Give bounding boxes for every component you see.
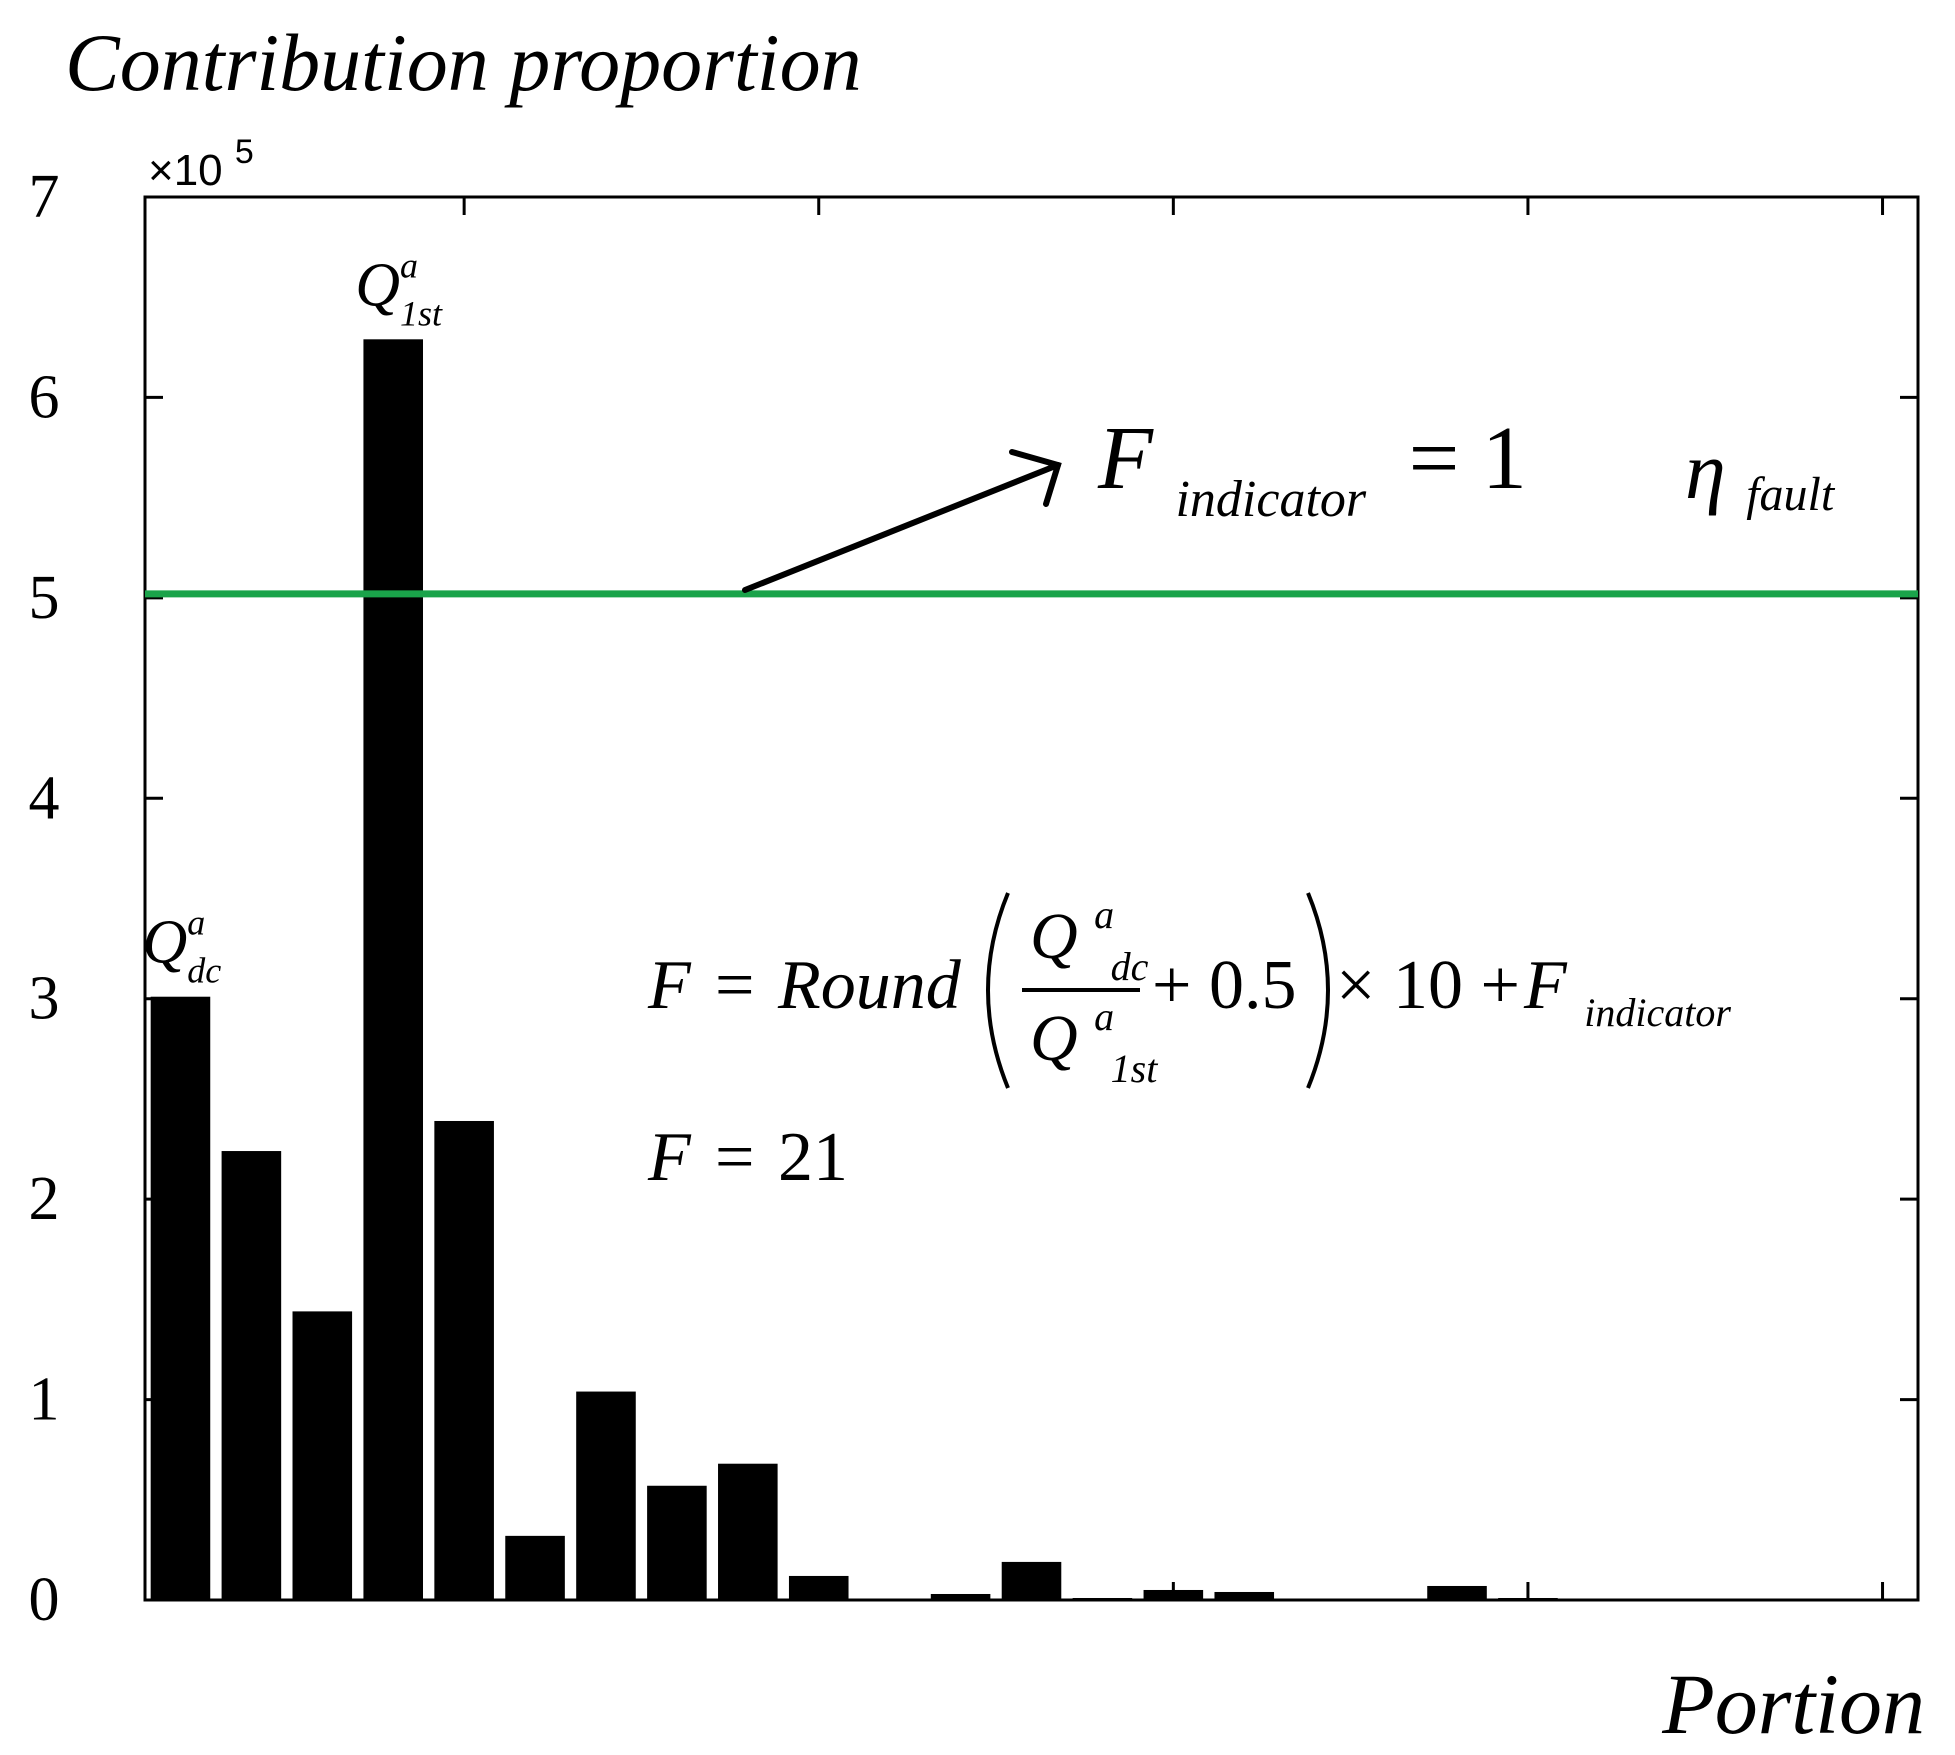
fault-formula: F = Round Q a dc Q a 1st + 0.5 × 10 + F … <box>647 870 1731 1091</box>
bar <box>1001 1561 1062 1600</box>
bar <box>788 1575 849 1600</box>
bar <box>1214 1591 1275 1600</box>
formula-times: × 10 + <box>1336 947 1520 1024</box>
formula-function: Round <box>777 947 962 1024</box>
formula-left-paren <box>986 892 1010 1089</box>
bar <box>150 996 211 1600</box>
formula-numerator: Q a dc <box>1030 870 1149 989</box>
indicator-arrow <box>742 449 1062 593</box>
bar-label-base: Q <box>142 909 187 977</box>
y-tick-label: 1 <box>29 1366 60 1434</box>
formula-tail-subscript: indicator <box>1584 990 1731 1035</box>
y-tick-labels: 0 1 2 3 4 5 6 7 <box>29 163 60 1634</box>
indicator-annotation: F indicator = 1 <box>1097 409 1527 536</box>
bar-label: Qa 1st <box>355 245 443 333</box>
y-tick-label: 5 <box>29 564 60 632</box>
y-axis-multiplier: ×10 5 <box>148 133 254 195</box>
y-tick-label: 3 <box>29 965 60 1033</box>
fault-result: F = 21 <box>647 1119 848 1196</box>
result-equals: = <box>715 1119 754 1196</box>
formula-numerator-base: Q <box>1030 900 1078 973</box>
bar <box>647 1485 707 1600</box>
y-tick-label: 0 <box>29 1566 60 1634</box>
indicator-base: F <box>1097 409 1154 508</box>
formula-equals: = <box>715 947 754 1024</box>
bar <box>718 1463 778 1600</box>
threshold-label: η fault <box>1685 425 1836 521</box>
y-tick-label: 7 <box>29 163 60 231</box>
indicator-arrow-head <box>1009 449 1062 507</box>
bar-label-sup: a <box>187 903 205 943</box>
threshold-symbol: η <box>1685 425 1726 516</box>
result-value: 21 <box>778 1119 848 1196</box>
bar <box>363 339 424 1600</box>
result-lhs: F <box>647 1119 692 1196</box>
bar <box>576 1391 636 1600</box>
formula-numerator-sup: a <box>1094 892 1114 937</box>
bar <box>1143 1589 1204 1600</box>
bar <box>434 1120 494 1600</box>
formula-plus-constant: + 0.5 <box>1152 947 1296 1024</box>
y-tick-label: 2 <box>29 1165 60 1233</box>
formula-tail-base: F <box>1523 947 1568 1024</box>
formula-right-paren <box>1306 892 1330 1089</box>
threshold-subscript: fault <box>1746 468 1836 521</box>
formula-tail: F indicator <box>1523 947 1731 1035</box>
formula-denominator-sup: a <box>1094 994 1114 1039</box>
indicator-value: = 1 <box>1409 409 1527 508</box>
formula-numerator-sub: dc <box>1111 944 1149 989</box>
indicator-arrow-shaft <box>742 462 1061 593</box>
bar <box>292 1311 353 1600</box>
y-axis-multiplier-exponent: 5 <box>235 133 254 171</box>
formula-lhs: F <box>647 947 692 1024</box>
bar <box>930 1593 991 1600</box>
x-axis-label: Portion <box>1661 1656 1925 1752</box>
y-tick-label: 6 <box>29 363 60 431</box>
bars-group <box>150 339 1558 1600</box>
bar-label-sub: dc <box>187 951 221 991</box>
bar-label-sup: a <box>400 245 418 285</box>
y-tick-label: 4 <box>29 764 60 832</box>
bar <box>1072 1597 1133 1600</box>
bar-label: Qa dc <box>142 903 221 991</box>
bar-label-base: Q <box>355 251 400 319</box>
bar <box>505 1535 565 1600</box>
formula-denominator-base: Q <box>1030 1002 1078 1075</box>
bar <box>1427 1585 1487 1600</box>
bar <box>221 1151 282 1600</box>
y-axis-label: Contribution proportion <box>65 17 862 108</box>
indicator-subscript: indicator <box>1175 471 1366 528</box>
bar <box>1498 1597 1558 1600</box>
formula-denominator-sub: 1st <box>1111 1046 1159 1091</box>
bar-label-sub: 1st <box>400 293 443 333</box>
y-axis-multiplier-base: ×10 <box>148 146 223 195</box>
formula-denominator: Q a 1st <box>1030 972 1158 1091</box>
